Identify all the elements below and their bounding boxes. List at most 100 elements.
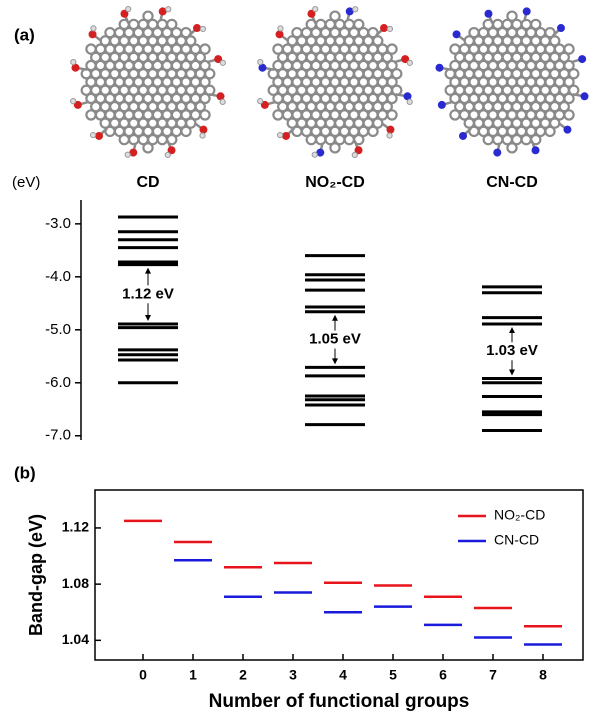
atom — [520, 133, 532, 146]
y-tick-label: 1.04 — [62, 631, 89, 647]
atom — [530, 18, 542, 31]
atom — [125, 5, 132, 13]
atom — [219, 59, 226, 66]
y-tick-label: -4.0 — [45, 268, 71, 285]
atom — [257, 98, 264, 105]
atom — [437, 100, 446, 109]
atom — [354, 146, 363, 155]
x-tick-label: 6 — [439, 667, 447, 683]
atom — [386, 132, 393, 139]
atom — [219, 98, 226, 105]
gap-arrow — [114, 267, 182, 321]
atom — [70, 98, 77, 105]
atom — [156, 133, 168, 146]
atom — [468, 125, 480, 138]
atom — [164, 151, 171, 159]
atom — [401, 55, 410, 64]
arrow-head — [509, 326, 515, 376]
x-tick-label: 0 — [139, 667, 147, 683]
atom — [199, 43, 211, 55]
x-axis-title: Number of functional groups — [209, 691, 470, 712]
atom — [180, 125, 192, 138]
atom — [484, 9, 493, 18]
x-tick-label: 2 — [239, 667, 247, 683]
atom — [482, 133, 494, 146]
atom — [85, 109, 97, 121]
plot-frame — [94, 489, 584, 661]
atom — [272, 109, 284, 121]
atom — [307, 9, 316, 18]
atom — [73, 100, 82, 109]
atom — [291, 125, 303, 138]
atom — [381, 51, 393, 64]
atom — [120, 9, 129, 18]
label-bg — [478, 342, 546, 361]
atom — [167, 146, 176, 155]
molecule-illustration — [70, 5, 226, 159]
atom — [386, 109, 398, 121]
arrow-head — [145, 267, 151, 321]
atom — [531, 146, 540, 155]
x-tick-label: 4 — [339, 667, 347, 683]
legend-label: CN-CD — [494, 532, 539, 548]
molecule-illustration — [257, 5, 413, 159]
y-tick-label: -6.0 — [45, 374, 71, 391]
series-label: CD — [136, 174, 159, 191]
atom — [277, 25, 284, 32]
axis-title: (eV) — [12, 174, 40, 191]
atom — [70, 59, 77, 66]
atom — [580, 92, 589, 101]
y-tick-label: -3.0 — [45, 215, 71, 232]
atom — [142, 142, 154, 154]
atom — [194, 100, 206, 113]
atom — [158, 7, 167, 16]
atom — [386, 43, 398, 55]
atom — [199, 109, 211, 121]
atom — [194, 51, 206, 64]
atom — [506, 142, 518, 154]
x-tick-label: 1 — [189, 667, 197, 683]
atom — [459, 131, 468, 140]
atom — [406, 98, 413, 105]
atom — [568, 68, 580, 80]
atom — [578, 55, 587, 64]
x-tick-label: 7 — [489, 667, 497, 683]
atom — [329, 10, 341, 22]
y-tick-label: -5.0 — [45, 321, 71, 338]
atom — [104, 125, 116, 138]
atom — [316, 148, 325, 157]
y-axis-title: Band-gap (eV) — [26, 514, 46, 636]
atom — [556, 24, 565, 33]
atom — [199, 76, 211, 88]
y-tick-label: 1.08 — [62, 575, 89, 591]
label-bg — [114, 285, 182, 304]
atom — [257, 59, 264, 66]
atom — [305, 133, 317, 146]
panel-label: (a) — [14, 25, 35, 44]
atom — [563, 109, 575, 121]
atom — [386, 125, 395, 134]
atom — [372, 35, 384, 47]
legend-label: NO₂-CD — [494, 507, 545, 523]
gap-arrow — [301, 314, 369, 365]
atom — [381, 100, 393, 113]
atom — [199, 25, 207, 33]
atom — [71, 63, 80, 72]
label-bg — [301, 330, 369, 349]
atom — [530, 133, 542, 146]
gap-arrow — [478, 326, 546, 376]
atom — [165, 6, 172, 13]
atom — [312, 5, 319, 13]
x-tick-label: 8 — [539, 667, 547, 683]
atom — [88, 30, 97, 39]
atom — [386, 25, 394, 33]
atom — [311, 151, 318, 158]
atom — [506, 10, 518, 22]
atom — [449, 109, 461, 121]
atom — [129, 148, 138, 157]
y-tick-label: 1.12 — [62, 519, 89, 535]
atom — [260, 100, 269, 109]
atom — [558, 100, 570, 113]
atom — [90, 25, 97, 32]
